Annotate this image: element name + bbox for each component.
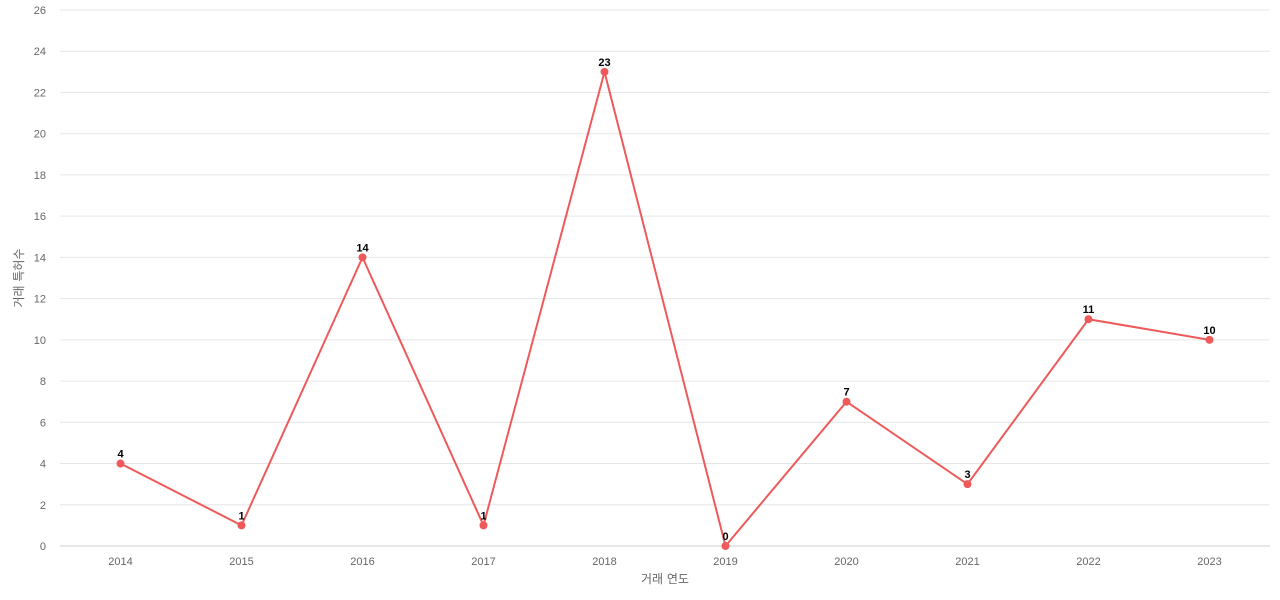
x-tick-label: 2014 [108, 556, 132, 568]
data-label: 4 [117, 449, 124, 461]
y-tick-label: 6 [40, 417, 46, 429]
y-tick-label: 20 [34, 129, 46, 141]
data-points [116, 67, 1214, 550]
data-label: 1 [238, 510, 244, 522]
y-tick-label: 26 [34, 5, 46, 17]
data-point[interactable] [479, 521, 488, 530]
data-label: 10 [1203, 325, 1215, 337]
y-tick-label: 14 [34, 252, 46, 264]
data-label: 0 [722, 531, 728, 543]
y-tick-label: 8 [40, 376, 46, 388]
y-tick-label: 4 [40, 459, 46, 471]
x-tick-label: 2020 [834, 556, 858, 568]
data-point[interactable] [237, 521, 246, 530]
x-tick-label: 2016 [350, 556, 374, 568]
y-tick-label: 12 [34, 294, 46, 306]
y-tick-label: 16 [34, 211, 46, 223]
grid-lines [60, 9, 1270, 506]
y-axis-title: 거래 특허수 [12, 248, 26, 307]
y-tick-label: 2 [40, 500, 46, 512]
data-point[interactable] [116, 459, 125, 468]
y-tick-label: 22 [34, 87, 46, 99]
x-tick-label: 2019 [713, 556, 737, 568]
x-tick-label: 2015 [229, 556, 253, 568]
data-label: 23 [598, 57, 610, 69]
data-label: 7 [843, 387, 849, 399]
x-tick-label: 2023 [1197, 556, 1221, 568]
data-point[interactable] [963, 480, 972, 489]
data-label: 1 [480, 510, 486, 522]
data-point[interactable] [721, 542, 730, 550]
y-tick-label: 24 [34, 46, 46, 58]
data-point[interactable] [1084, 315, 1093, 324]
x-tick-label: 2022 [1076, 556, 1100, 568]
data-label: 14 [356, 242, 369, 254]
x-tick-label: 2018 [592, 556, 616, 568]
y-tick-label: 10 [34, 335, 46, 347]
data-point[interactable] [600, 67, 609, 76]
y-tick-label: 18 [34, 170, 46, 182]
x-axis-title: 거래 연도 [641, 572, 689, 586]
x-tick-label: 2017 [471, 556, 495, 568]
data-label: 3 [964, 469, 970, 481]
data-point[interactable] [842, 397, 851, 406]
data-point[interactable] [1205, 335, 1214, 344]
data-label: 11 [1083, 304, 1095, 316]
x-tick-label: 2021 [955, 556, 979, 568]
series-line [120, 67, 1210, 549]
data-labels: 4 1 14 1 23 0 7 3 11 10 [117, 57, 1215, 543]
y-tick-label: 0 [40, 541, 46, 553]
x-axis-ticks: 2014 2015 2016 2017 2018 2019 2020 2021 2022 2023 [108, 556, 1221, 568]
data-point[interactable] [358, 253, 367, 262]
